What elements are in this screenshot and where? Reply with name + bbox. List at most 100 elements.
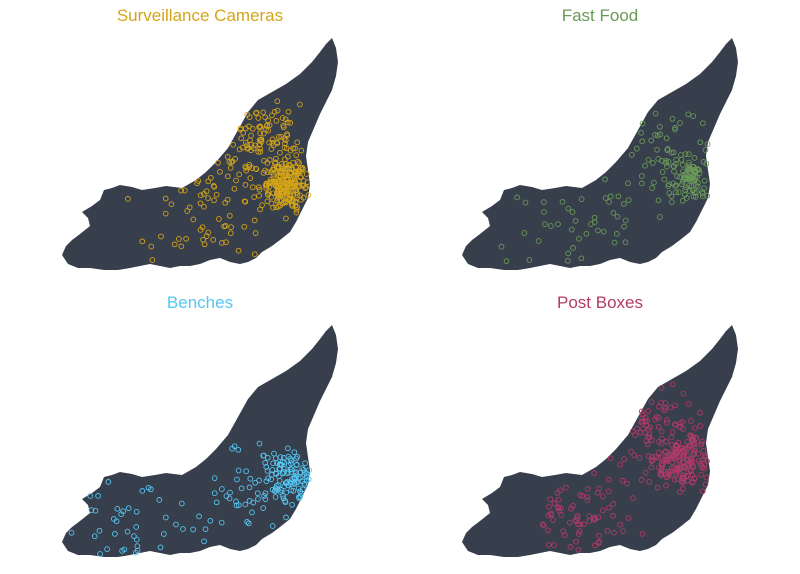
map-point-marker: [615, 193, 622, 200]
island-landmass: [62, 38, 338, 270]
map-point-marker: [574, 515, 581, 521]
map-point-marker: [677, 420, 684, 426]
map-point-marker: [685, 172, 692, 179]
map-point-marker: [227, 230, 234, 237]
map-point-marker: [602, 176, 608, 183]
map-point-marker: [233, 498, 239, 505]
map-panel-surveillance-cameras: Surveillance Cameras: [0, 0, 400, 287]
map-point-marker: [286, 196, 292, 203]
map-point-marker: [692, 445, 699, 451]
map-point-marker: [638, 130, 644, 136]
map-point-marker: [651, 179, 657, 186]
map-point-marker: [238, 485, 245, 492]
map-point-marker: [162, 514, 169, 521]
map-point-marker: [642, 469, 649, 476]
map-point-marker: [596, 538, 603, 545]
map-point-marker: [680, 390, 687, 397]
map-point-marker: [293, 152, 300, 158]
map-point-marker: [305, 192, 312, 198]
map-point-marker: [269, 136, 276, 143]
map-point-marker: [666, 190, 673, 196]
map-point-marker: [267, 179, 274, 186]
map-point-marker: [664, 146, 671, 152]
map-point-marker: [262, 490, 269, 497]
map-point-marker: [114, 505, 121, 512]
map-point-marker: [235, 467, 242, 474]
map-point-marker: [680, 480, 687, 486]
map-point-marker: [261, 493, 267, 499]
map-point-marker: [675, 189, 682, 195]
map-point-marker: [125, 505, 132, 512]
map-point-marker: [658, 384, 665, 391]
map-point-marker: [234, 476, 240, 483]
map-point-marker: [223, 239, 229, 246]
map-point-marker: [251, 194, 257, 200]
map-point-marker: [702, 481, 709, 488]
map-point-marker: [642, 418, 649, 425]
map-point-marker: [685, 400, 692, 407]
map-point-marker: [652, 110, 659, 117]
map-point-marker: [287, 162, 293, 169]
map-point-marker: [262, 496, 269, 502]
map-point-marker: [289, 501, 295, 508]
map-point-marker: [282, 137, 289, 144]
map-point-marker: [281, 469, 287, 475]
map-point-marker: [229, 445, 236, 452]
map-point-marker: [690, 193, 697, 200]
map-point-marker: [580, 521, 587, 528]
map-point-marker: [280, 493, 286, 499]
map-point-marker: [661, 407, 668, 414]
map-point-marker: [256, 192, 262, 199]
map-point-marker: [281, 459, 288, 466]
map-point-marker: [656, 123, 663, 130]
map-point-marker: [295, 494, 302, 501]
map-point-marker: [270, 171, 277, 177]
map-point-marker: [622, 239, 629, 246]
map-point-marker: [655, 197, 662, 204]
map-point-marker: [666, 181, 672, 188]
map-point-marker: [621, 223, 627, 230]
map-point-marker: [592, 516, 599, 522]
map-point-marker: [584, 485, 591, 492]
map-point-marker: [672, 449, 679, 455]
map-point-marker: [672, 183, 678, 189]
map-point-marker: [674, 173, 680, 179]
map-point-marker: [575, 546, 582, 553]
map-point-marker: [522, 199, 529, 206]
map-point-marker: [243, 468, 249, 475]
map-point-marker: [279, 192, 286, 199]
island-landmass: [462, 38, 738, 270]
map-point-marker: [230, 141, 236, 148]
map-point-marker: [264, 190, 271, 197]
map-point-marker: [131, 533, 137, 539]
map-point-marker: [667, 468, 673, 475]
map-point-marker: [236, 146, 243, 153]
map-point-marker: [625, 515, 632, 521]
map-point-marker: [270, 460, 277, 467]
map-point-marker: [246, 484, 253, 491]
map-point-marker: [630, 495, 636, 501]
map-point-marker: [684, 456, 691, 463]
map-point-marker: [607, 193, 614, 200]
map-point-marker: [547, 496, 554, 503]
map-point-marker: [662, 405, 668, 412]
map-point-marker: [671, 477, 678, 483]
map-point-marker: [202, 526, 209, 533]
map-point-marker: [625, 197, 632, 203]
map-point-marker: [670, 149, 677, 156]
map-point-marker: [224, 154, 231, 160]
map-point-marker: [656, 214, 663, 220]
map-point-marker: [648, 399, 655, 405]
map-point-marker: [293, 455, 300, 462]
map-point-marker: [235, 446, 242, 453]
map-point-marker: [284, 132, 291, 139]
map-point-marker: [669, 441, 675, 448]
map-point-marker: [703, 160, 710, 167]
map-point-marker: [610, 501, 617, 507]
map-canvas: [62, 325, 338, 557]
map-point-marker: [222, 223, 229, 229]
map-point-marker: [673, 442, 679, 449]
map-point-marker: [287, 147, 294, 154]
map-point-marker: [679, 485, 686, 492]
map-point-marker: [291, 449, 298, 456]
